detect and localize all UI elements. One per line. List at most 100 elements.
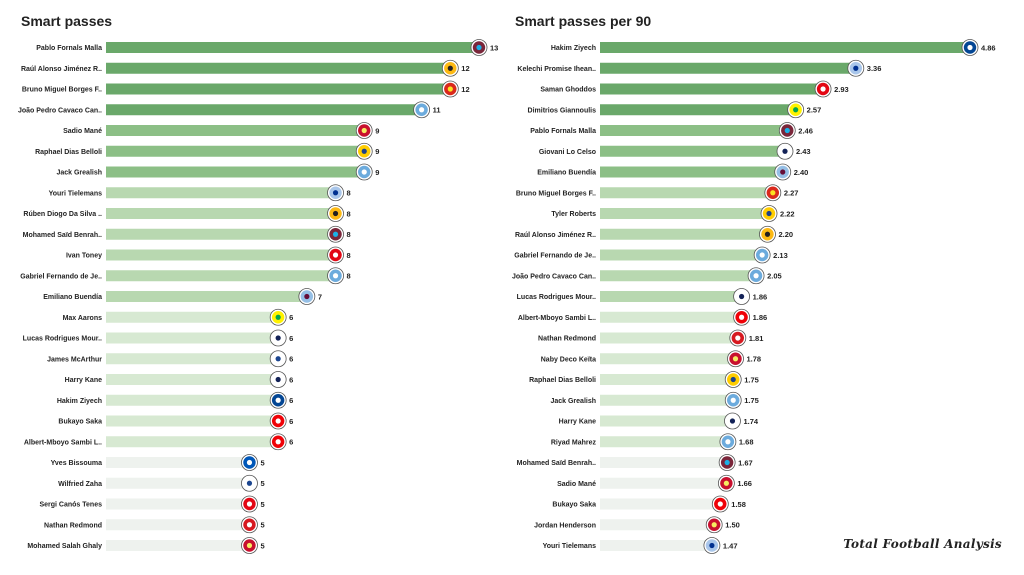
club-badge-icon [733,308,751,326]
club-badge-icon [269,308,287,326]
badge-mark [739,314,745,320]
category-label: Raphael Dias Belloli [529,377,596,384]
badge-mark [730,376,736,383]
bar [106,83,451,95]
bar [600,83,824,95]
badge-mark [780,169,786,175]
bar-row: Giovani Lo Celso 2.43 [539,142,811,160]
bar [600,540,712,551]
value-label: 1.81 [749,334,764,343]
badge-mark [730,397,736,403]
club-badge-icon [298,288,316,305]
bar [600,436,728,448]
value-label: 2.27 [784,189,799,198]
club-badge-icon [355,122,373,139]
bar-row: Ivan Toney 8 [66,246,351,264]
bar-row: Pablo Fornals Malla 13 [36,39,498,56]
category-label: Yves Bissouma [51,460,102,467]
bar-row: Youri Tielemans 8 [49,184,351,202]
badge-mark [275,356,281,362]
bar-row: Lucas Rodrigues Mour.. 1.86 [517,288,767,305]
club-badge-icon [733,288,751,305]
bar [106,62,451,74]
club-badge-icon [787,101,805,119]
club-badge-icon [269,329,287,347]
category-label: Youri Tielemans [49,190,103,197]
club-badge-icon [719,433,737,451]
bar [106,249,336,261]
category-label: James McArthur [47,356,102,363]
bar-row: Max Aarons 6 [63,308,293,326]
club-badge-icon [747,267,765,285]
club-badge-icon [703,537,721,554]
bar [600,332,738,344]
bar [600,228,768,240]
category-label: Pablo Fornals Malla [530,128,596,135]
bar [106,498,250,510]
club-badge-icon [327,205,344,222]
badge-mark [361,148,367,154]
badge-mark [246,459,253,466]
category-label: Wilfried Zaha [58,481,102,488]
badge-mark [419,107,425,113]
value-label: 12 [461,85,469,94]
category-label: Naby Deco Keïta [541,356,596,363]
category-label: Riyad Mahrez [551,439,597,446]
badge-mark [753,273,759,279]
value-label: 2.46 [798,126,813,135]
category-label: Mohamed Saïd Benrah.. [517,460,596,467]
bar-row: Sadio Mané 1.66 [557,474,752,492]
bar [106,332,279,344]
bar-row: Sergi Canós Tenes 5 [39,495,265,513]
value-label: 6 [289,438,293,447]
club-badge-icon [729,329,747,347]
club-badge-icon [753,246,771,264]
club-badge-icon [241,474,258,492]
category-label: Mohamed Saïd Benrah.. [23,232,102,239]
badge-mark [246,542,253,549]
bar-row: Nathan Redmond 5 [44,516,265,534]
club-badge-icon [724,371,742,388]
category-label: Jack Grealish [56,170,102,177]
club-badge-icon [724,391,742,409]
bar [106,187,336,199]
category-label: Bukayo Saka [58,419,102,426]
bar-row: Dimitrios Giannoulis 2.57 [528,101,821,119]
category-label: Gabriel Fernando de Je.. [514,253,596,260]
value-label: 1.86 [753,313,768,322]
value-label: 3.36 [867,64,882,73]
badge-mark [724,459,730,466]
bar-row: Harry Kane 1.74 [559,412,759,430]
club-badge-icon [413,101,431,119]
badge-mark [770,190,776,196]
club-badge-icon [727,350,744,368]
bar [600,311,742,323]
value-label: 2.05 [767,272,782,281]
badge-mark [246,480,253,486]
value-label: 9 [375,168,379,177]
club-badge-icon [759,225,776,243]
bar [600,353,736,365]
bar-row: Emiliano Buendía 2.40 [537,163,808,181]
bar [106,394,279,406]
badge-mark [853,65,859,71]
value-label: 1.75 [744,375,759,384]
bar-row: Pablo Fornals Malla 2.46 [530,122,813,139]
bar [600,62,856,74]
badge-mark [782,148,788,154]
bar [600,291,742,302]
club-badge-icon [441,59,459,77]
badge-mark [732,356,739,362]
club-badge-icon [441,80,459,98]
category-label: Jordan Henderson [534,522,596,529]
bar [600,208,770,219]
chart-title-right: Smart passes per 90 [515,13,652,29]
bar [106,104,422,116]
badge-mark [275,314,281,320]
club-badge-icon [327,225,344,243]
badge-mark [275,418,281,424]
value-label: 8 [347,189,351,198]
bar-row: Raphael Dias Belloli 9 [35,142,379,160]
bar-row: Wilfried Zaha 5 [58,474,265,492]
